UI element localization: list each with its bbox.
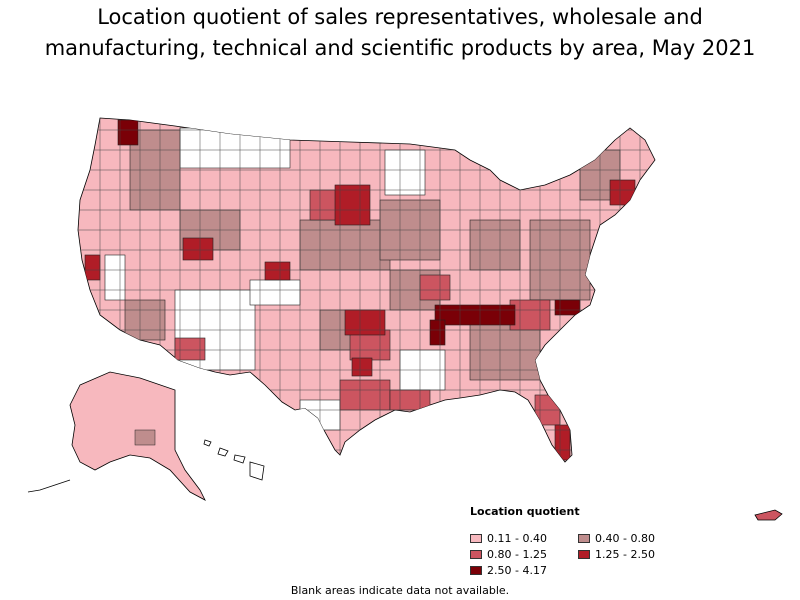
legend-label-1: 0.40 - 0.80 (595, 532, 655, 545)
hawaii-islands (203, 439, 265, 481)
area-top-washington (117, 119, 139, 146)
area-mid-arizona (124, 299, 166, 341)
alaska (27, 371, 206, 501)
area-blank-nevada (104, 254, 126, 301)
legend-item-2: 0.80 - 1.25 (470, 548, 578, 561)
area-high-oklahoma (344, 309, 386, 336)
area-top-memphis (429, 319, 446, 346)
legend-grid: 0.11 - 0.40 0.40 - 0.80 0.80 - 1.25 1.25… (470, 532, 690, 577)
area-top-tennessee (434, 304, 516, 326)
legend-swatch-3 (578, 550, 590, 559)
legend-label-0: 0.11 - 0.40 (487, 532, 547, 545)
area-moderate-missouri (419, 274, 451, 301)
area-high-utah (182, 237, 214, 261)
area-high-california (84, 254, 101, 281)
alaska-area-mid (134, 429, 156, 446)
area-blank-montana (179, 127, 291, 169)
legend-item-0: 0.11 - 0.40 (470, 532, 578, 545)
map-title-line-2: manufacturing, technical and scientific … (44, 36, 756, 60)
area-mid-ohio (469, 219, 521, 271)
area-moderate-arizona (174, 337, 206, 361)
legend-item-3: 1.25 - 2.50 (578, 548, 688, 561)
map-title-line-1: Location quotient of sales representativ… (97, 5, 703, 29)
area-boundaries (78, 118, 655, 462)
area-high-southdakota (334, 184, 371, 226)
area-moderate-texas (339, 379, 391, 411)
legend-title: Location quotient (470, 505, 580, 518)
legend-swatch-1 (578, 534, 590, 543)
legend-label-4: 2.50 - 4.17 (487, 564, 547, 577)
areas (78, 118, 655, 462)
area-high-massachusetts (609, 179, 636, 206)
puerto-rico (754, 509, 783, 521)
area-high-colorado (264, 261, 291, 281)
hawaii (203, 439, 265, 481)
contiguous-us (77, 117, 656, 463)
area-moderate-louisiana (389, 389, 431, 411)
footnote: Blank areas indicate data not available. (290, 584, 510, 597)
legend-item-4: 2.50 - 4.17 (470, 564, 578, 577)
area-blank-colorado (249, 279, 301, 306)
alaska-aleutians (27, 479, 71, 493)
map-title: Location quotient of sales representativ… (0, 2, 800, 64)
legend-label-2: 0.80 - 1.25 (487, 548, 547, 561)
map-legend: Location quotient 0.11 - 0.40 0.40 - 0.8… (470, 505, 690, 577)
legend-swatch-4 (470, 566, 482, 575)
area-top-virginia (554, 299, 581, 316)
legend-swatch-0 (470, 534, 482, 543)
area-blank-minnesota (384, 149, 426, 196)
area-moderate-carolina (509, 299, 551, 331)
area-mid-nebraska (299, 219, 391, 271)
legend-swatch-2 (470, 550, 482, 559)
legend-label-3: 1.25 - 2.50 (595, 548, 655, 561)
area-high-arkansas (351, 357, 373, 377)
puerto-rico-shape (754, 509, 783, 521)
legend-item-1: 0.40 - 0.80 (578, 532, 688, 545)
